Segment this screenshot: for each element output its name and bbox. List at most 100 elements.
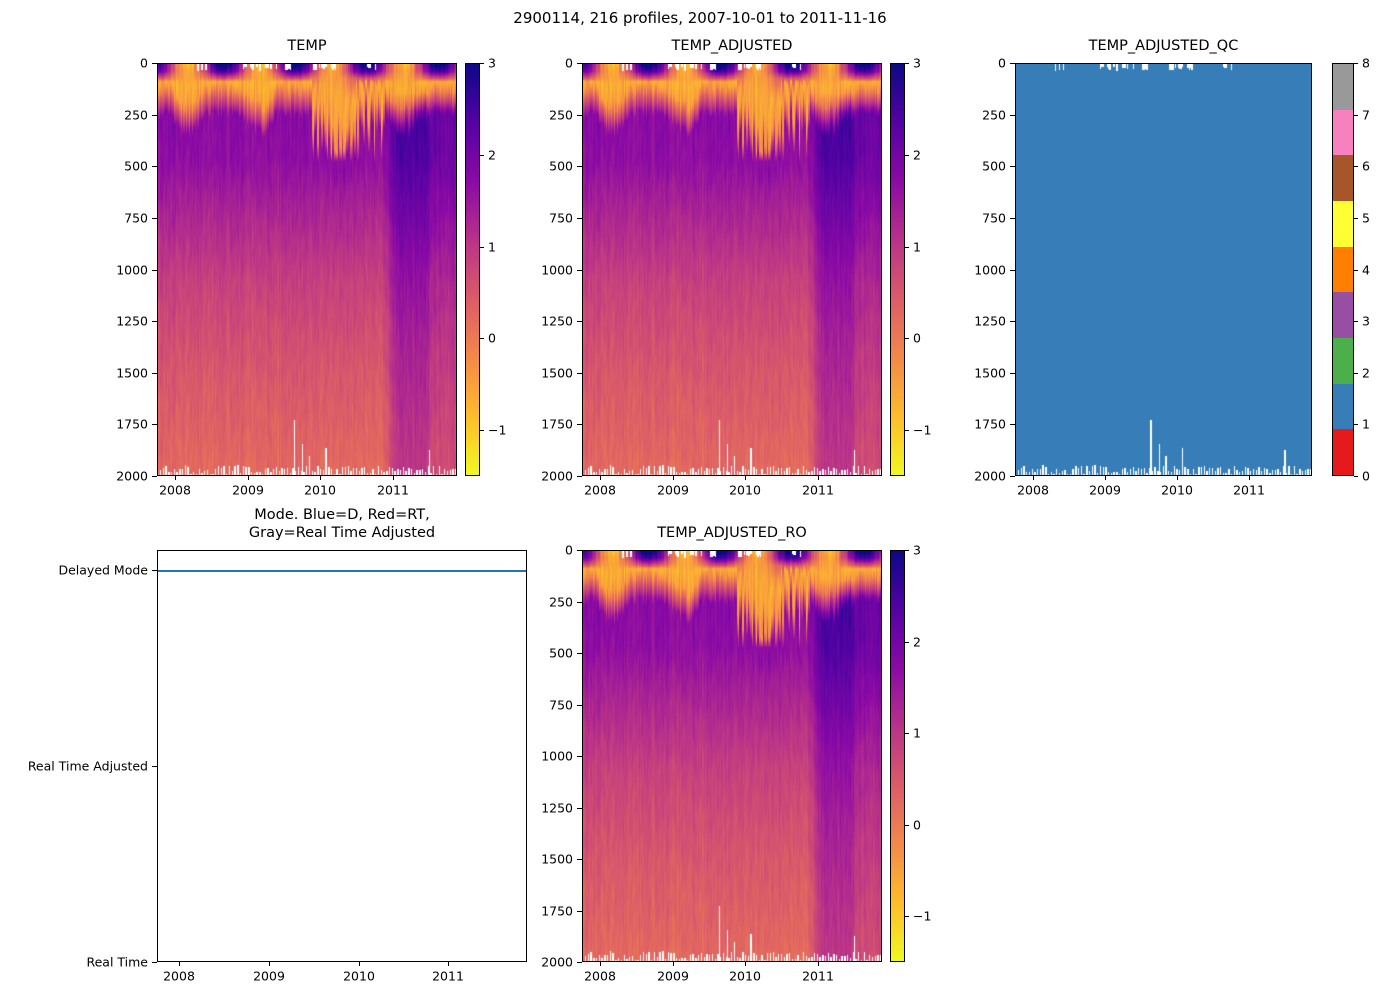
tick-mark — [818, 476, 819, 480]
colorbar-tick-label: 0 — [488, 330, 496, 346]
qc-colorbar-segment — [1333, 200, 1353, 248]
x-tick-label: 2010 — [304, 482, 336, 498]
tick-mark — [905, 550, 909, 551]
y-tick-label: 1000 — [116, 262, 148, 278]
x-tick-label: 2011 — [802, 482, 834, 498]
tick-mark — [905, 825, 909, 826]
tick-mark — [152, 63, 157, 64]
x-tick-label: 2008 — [163, 968, 195, 984]
tick-mark — [152, 270, 157, 271]
tick-mark — [577, 63, 582, 64]
x-tick-label: 2009 — [1089, 482, 1121, 498]
tick-mark — [393, 476, 394, 480]
y-tick-label: 1250 — [116, 313, 148, 329]
y-tick-label: 0 — [565, 542, 573, 558]
subplot-mode-title: Mode. Blue=D, Red=RT, Gray=Real Time Adj… — [157, 506, 527, 542]
colorbar-tick-label: 1 — [913, 239, 921, 255]
tick-mark — [745, 476, 746, 480]
tick-mark — [577, 218, 582, 219]
y-tick-label: 2000 — [541, 468, 573, 484]
colorbar-tick-label: 2 — [1362, 365, 1370, 381]
x-tick-label: 2008 — [1017, 482, 1049, 498]
colorbar-tick-label: 3 — [913, 542, 921, 558]
x-tick-label: 2010 — [729, 482, 761, 498]
x-tick-label: 2009 — [657, 968, 689, 984]
tick-mark — [600, 962, 601, 966]
colorbar-tick-label: 3 — [913, 55, 921, 71]
colorbar-tick-label: 6 — [1362, 158, 1370, 174]
tick-mark — [1354, 270, 1358, 271]
tick-mark — [1354, 166, 1358, 167]
colorbar-tick-label: 2 — [488, 147, 496, 163]
y-tick-label: 2000 — [974, 468, 1006, 484]
tick-mark — [1010, 373, 1015, 374]
colorbar-tick-label: 5 — [1362, 210, 1370, 226]
y-tick-label: 500 — [982, 158, 1006, 174]
tick-mark — [905, 916, 909, 917]
subplot-mode: Mode. Blue=D, Red=RT, Gray=Real Time Adj… — [28, 507, 527, 984]
tick-mark — [673, 962, 674, 966]
y-tick-label: 1000 — [974, 262, 1006, 278]
tick-mark — [1354, 321, 1358, 322]
x-tick-label: 2011 — [432, 968, 464, 984]
tick-mark — [1010, 218, 1015, 219]
y-tick-label: 1500 — [541, 365, 573, 381]
colorbar-tick-label: 3 — [488, 55, 496, 71]
y-tick-label: 1500 — [974, 365, 1006, 381]
y-tick-label: 250 — [982, 107, 1006, 123]
y-tick-label: 250 — [124, 107, 148, 123]
y-tick-label: 750 — [124, 210, 148, 226]
x-tick-label: 2011 — [377, 482, 409, 498]
tick-mark — [1354, 476, 1358, 477]
x-tick-label: 2011 — [1233, 482, 1265, 498]
y-tick-label: 1750 — [974, 416, 1006, 432]
qc-colorbar-segment — [1333, 155, 1353, 202]
qc-colorbar-segment — [1333, 64, 1353, 111]
tick-mark — [1010, 63, 1015, 64]
y-tick-label: 1750 — [541, 416, 573, 432]
tick-mark — [577, 115, 582, 116]
tick-mark — [905, 733, 909, 734]
colorbar-tick-label: 1 — [488, 239, 496, 255]
y-tick-label: 2000 — [541, 954, 573, 970]
tick-mark — [1033, 476, 1034, 480]
colorbar-tick-label: 1 — [913, 725, 921, 741]
y-tick-label: 1000 — [541, 262, 573, 278]
y-tick-label: 1000 — [541, 748, 573, 764]
temp-heatmap — [158, 64, 456, 475]
x-tick-label: 2009 — [232, 482, 264, 498]
tick-mark — [152, 321, 157, 322]
y-tick-label: 1250 — [541, 800, 573, 816]
x-tick-label: 2008 — [584, 968, 616, 984]
x-tick-label: 2010 — [729, 968, 761, 984]
y-tick-label: 750 — [982, 210, 1006, 226]
x-tick-label: 2010 — [343, 968, 375, 984]
colorbar-tick-label: 1 — [1362, 416, 1370, 432]
y-tick-label: 1500 — [116, 365, 148, 381]
tick-mark — [1010, 166, 1015, 167]
tick-mark — [152, 166, 157, 167]
qc-colorbar-segment — [1333, 429, 1353, 475]
tick-mark — [577, 321, 582, 322]
y-tick-label: 1750 — [116, 416, 148, 432]
x-tick-label: 2008 — [159, 482, 191, 498]
tick-mark — [480, 430, 484, 431]
subplot-temp-adjusted-ro-title: TEMP_ADJUSTED_RO — [657, 525, 807, 541]
tick-mark — [359, 962, 360, 966]
tick-mark — [905, 642, 909, 643]
tick-mark — [745, 962, 746, 966]
tick-mark — [577, 653, 582, 654]
tick-mark — [175, 476, 176, 480]
temp-colorbar — [465, 63, 480, 476]
y-tick-label: 1500 — [541, 851, 573, 867]
tick-mark — [1354, 218, 1358, 219]
tick-mark — [1010, 424, 1015, 425]
tick-mark — [577, 705, 582, 706]
mode-title-line1: Mode. Blue=D, Red=RT, — [254, 507, 430, 523]
y-tick-label: 250 — [549, 107, 573, 123]
tick-mark — [577, 550, 582, 551]
tick-mark — [1010, 115, 1015, 116]
y-tick-label: 0 — [565, 55, 573, 71]
qc-colorbar-segment — [1333, 292, 1353, 339]
tick-mark — [1354, 63, 1358, 64]
